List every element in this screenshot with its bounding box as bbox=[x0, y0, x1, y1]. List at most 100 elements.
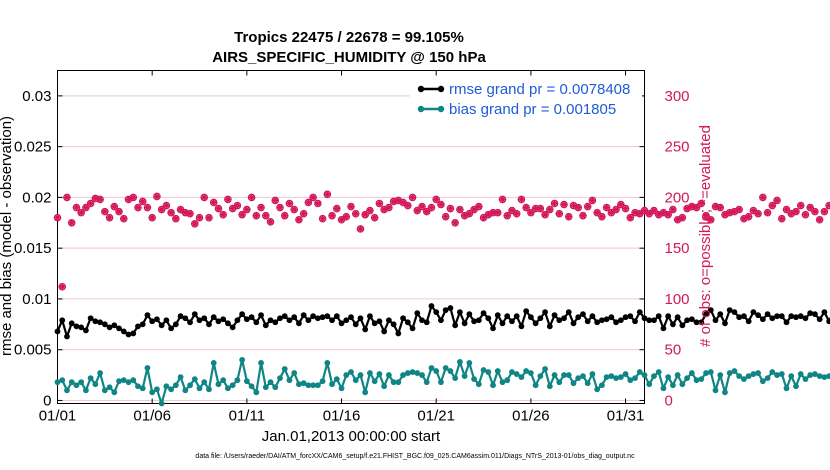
rmse-point bbox=[352, 321, 359, 328]
bias-point bbox=[385, 372, 392, 378]
obs-evaluated-point bbox=[342, 213, 350, 221]
bias-point bbox=[286, 377, 293, 384]
bias-point bbox=[390, 379, 397, 386]
y-axis-label-left: rmse and bias (model - observation) bbox=[0, 116, 15, 356]
bias-point bbox=[513, 371, 520, 377]
rmse-point bbox=[461, 320, 468, 327]
rmse-point bbox=[68, 320, 75, 327]
bias-point bbox=[707, 369, 714, 375]
rmse-point bbox=[139, 321, 146, 328]
rmse-point bbox=[196, 317, 203, 324]
bias-point bbox=[542, 366, 548, 372]
obs-evaluated-point bbox=[551, 200, 558, 207]
bias-point bbox=[423, 379, 430, 386]
rmse-point bbox=[703, 311, 709, 318]
bias-point bbox=[712, 387, 719, 394]
bias-point bbox=[812, 371, 818, 377]
bias-point bbox=[54, 379, 61, 386]
obs-evaluated-point bbox=[693, 204, 700, 211]
rmse-point bbox=[693, 319, 700, 326]
rmse-point bbox=[698, 319, 705, 326]
obs-evaluated-point bbox=[186, 210, 194, 218]
obs-evaluated-point bbox=[139, 198, 147, 205]
rmse-point bbox=[513, 313, 520, 320]
bias-point bbox=[499, 379, 506, 386]
bias-point bbox=[215, 381, 222, 388]
rmse-point bbox=[750, 309, 757, 316]
rmse-point bbox=[168, 325, 175, 332]
bias-point bbox=[755, 370, 762, 376]
bias-point bbox=[404, 370, 411, 376]
rmse-point bbox=[456, 309, 463, 316]
rmse-point bbox=[144, 312, 151, 319]
obs-evaluated-point bbox=[309, 194, 317, 201]
bias-point bbox=[253, 389, 260, 396]
bias-point bbox=[191, 376, 198, 383]
bias-point bbox=[371, 378, 378, 385]
x-tick-label: 01/16 bbox=[323, 408, 361, 425]
obs-evaluated-point bbox=[759, 194, 767, 201]
bias-point bbox=[281, 366, 288, 372]
bias-point bbox=[116, 378, 122, 385]
obs-evaluated-point bbox=[660, 209, 667, 217]
obs-evaluated-point bbox=[63, 194, 71, 201]
rmse-point bbox=[608, 314, 615, 321]
obs-evaluated-point bbox=[783, 206, 790, 213]
rmse-point bbox=[248, 314, 255, 321]
bias-point bbox=[419, 372, 425, 378]
bias-point bbox=[187, 382, 193, 389]
bias-point bbox=[78, 379, 85, 386]
bias-point bbox=[414, 370, 421, 376]
bias-point bbox=[556, 379, 563, 386]
obs-evaluated-point bbox=[77, 209, 85, 217]
rmse-point bbox=[712, 317, 719, 324]
rmse-point bbox=[570, 320, 577, 327]
obs-evaluated-point bbox=[489, 209, 497, 217]
bias-point bbox=[584, 380, 591, 387]
obs-evaluated-point bbox=[470, 206, 478, 213]
bias-point bbox=[172, 382, 179, 389]
bias-point bbox=[793, 383, 799, 390]
rmse-point bbox=[660, 325, 667, 332]
rmse-point bbox=[580, 311, 586, 318]
bias-point bbox=[163, 383, 170, 390]
bias-point bbox=[580, 373, 586, 379]
obs-evaluated-point bbox=[181, 209, 189, 217]
obs-evaluated-point bbox=[380, 206, 388, 213]
chart-title: Tropics 22475 / 22678 = 99.105% bbox=[234, 29, 464, 46]
legend: rmse grand pr = 0.0078408 bias grand pr … bbox=[410, 76, 642, 121]
x-tick-label: 01/31 bbox=[607, 408, 645, 425]
obs-evaluated-point bbox=[423, 208, 431, 216]
rmse-point bbox=[745, 318, 752, 325]
rmse-point bbox=[220, 316, 227, 323]
rmse-point bbox=[177, 313, 184, 320]
obs-evaluated-point bbox=[167, 209, 175, 217]
bias-point bbox=[759, 378, 766, 385]
obs-evaluated-point bbox=[205, 214, 213, 222]
rmse-point bbox=[617, 317, 624, 324]
obs-evaluated-point bbox=[655, 211, 663, 219]
obs-evaluated-point bbox=[101, 208, 109, 216]
y-tick-label-left: 0 bbox=[43, 392, 51, 409]
bias-point bbox=[622, 371, 629, 377]
bias-point bbox=[570, 380, 577, 387]
rmse-point bbox=[717, 311, 724, 318]
rmse-point bbox=[774, 313, 780, 320]
bias-point bbox=[376, 371, 383, 377]
x-tick-label: 01/01 bbox=[39, 408, 77, 425]
bias-point bbox=[68, 379, 75, 386]
bias-point bbox=[456, 358, 463, 365]
rmse-point bbox=[172, 321, 179, 328]
obs-evaluated-point bbox=[707, 216, 715, 224]
rmse-point bbox=[565, 309, 572, 316]
rmse-point bbox=[149, 318, 156, 325]
obs-evaluated-point bbox=[811, 208, 819, 216]
bias-point bbox=[750, 371, 757, 377]
bias-point bbox=[655, 369, 662, 375]
obs-evaluated-point bbox=[768, 202, 776, 209]
bias-point bbox=[92, 381, 99, 388]
bias-point bbox=[106, 384, 113, 391]
rmse-point bbox=[532, 320, 539, 327]
bias-point bbox=[367, 370, 373, 376]
rmse-point bbox=[281, 313, 288, 320]
